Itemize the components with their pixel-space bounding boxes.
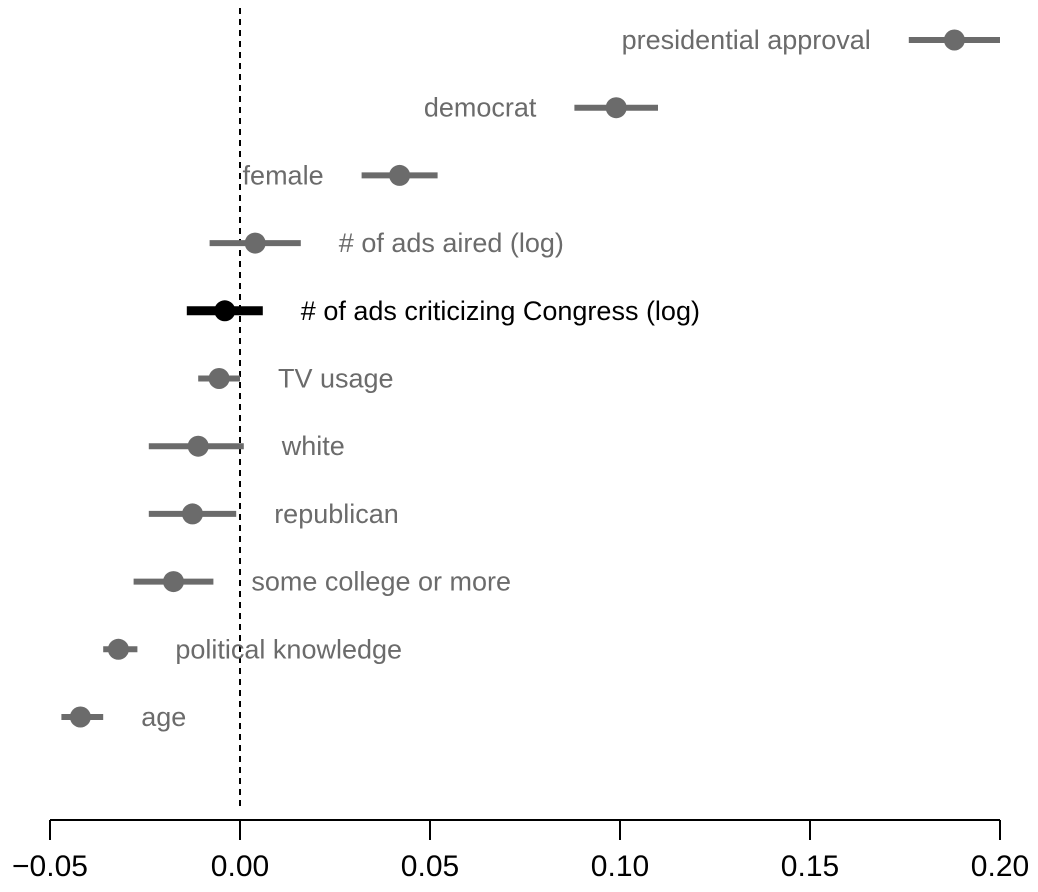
point-estimate xyxy=(943,29,965,51)
coefficient-row: democrat xyxy=(424,93,658,123)
row-label: presidential approval xyxy=(622,25,871,55)
coefficient-row: presidential approval xyxy=(622,25,1000,55)
row-label: age xyxy=(141,702,186,732)
x-tick-label: 0.20 xyxy=(971,850,1029,883)
x-tick-label: 0.05 xyxy=(401,850,459,883)
point-estimate xyxy=(214,300,236,322)
x-axis: −0.05 0.00 0.05 0.10 0.15 0.20 xyxy=(12,819,1029,883)
coefficient-row: political knowledge xyxy=(103,634,402,664)
plot-area: presidential approval democrat female # of … xyxy=(61,8,1000,806)
point-estimate xyxy=(244,232,266,254)
point-estimate xyxy=(69,706,91,728)
row-label: TV usage xyxy=(278,364,394,394)
x-tick-label: 0.00 xyxy=(211,850,269,883)
x-tick-label: 0.15 xyxy=(781,850,839,883)
row-label: republican xyxy=(274,499,399,529)
x-tick-label: 0.10 xyxy=(591,850,649,883)
coefficient-row: age xyxy=(61,702,186,732)
row-label: white xyxy=(281,431,345,461)
point-estimate xyxy=(107,638,129,660)
row-label: # of ads criticizing Congress (log) xyxy=(301,296,700,326)
coefficient-row: # of ads criticizing Congress (log) xyxy=(186,296,700,326)
point-estimate xyxy=(163,571,184,593)
coefficient-row: TV usage xyxy=(198,364,394,394)
coefficient-row: # of ads aired (log) xyxy=(209,228,564,258)
point-estimate xyxy=(389,164,411,186)
point-estimate xyxy=(182,503,203,525)
row-label: # of ads aired (log) xyxy=(339,228,564,258)
point-estimate xyxy=(605,97,627,119)
coefficient-row: female xyxy=(243,160,438,190)
coefficient-row: republican xyxy=(148,499,399,529)
x-tick-label: −0.05 xyxy=(12,850,88,883)
coefficient-row: some college or more xyxy=(133,567,511,597)
coefficient-row: white xyxy=(148,431,345,461)
point-estimate xyxy=(208,368,230,389)
row-label: political knowledge xyxy=(175,634,402,664)
point-estimate xyxy=(187,435,209,457)
row-label: some college or more xyxy=(251,567,511,597)
row-label: democrat xyxy=(424,93,537,123)
row-label: female xyxy=(243,160,324,190)
